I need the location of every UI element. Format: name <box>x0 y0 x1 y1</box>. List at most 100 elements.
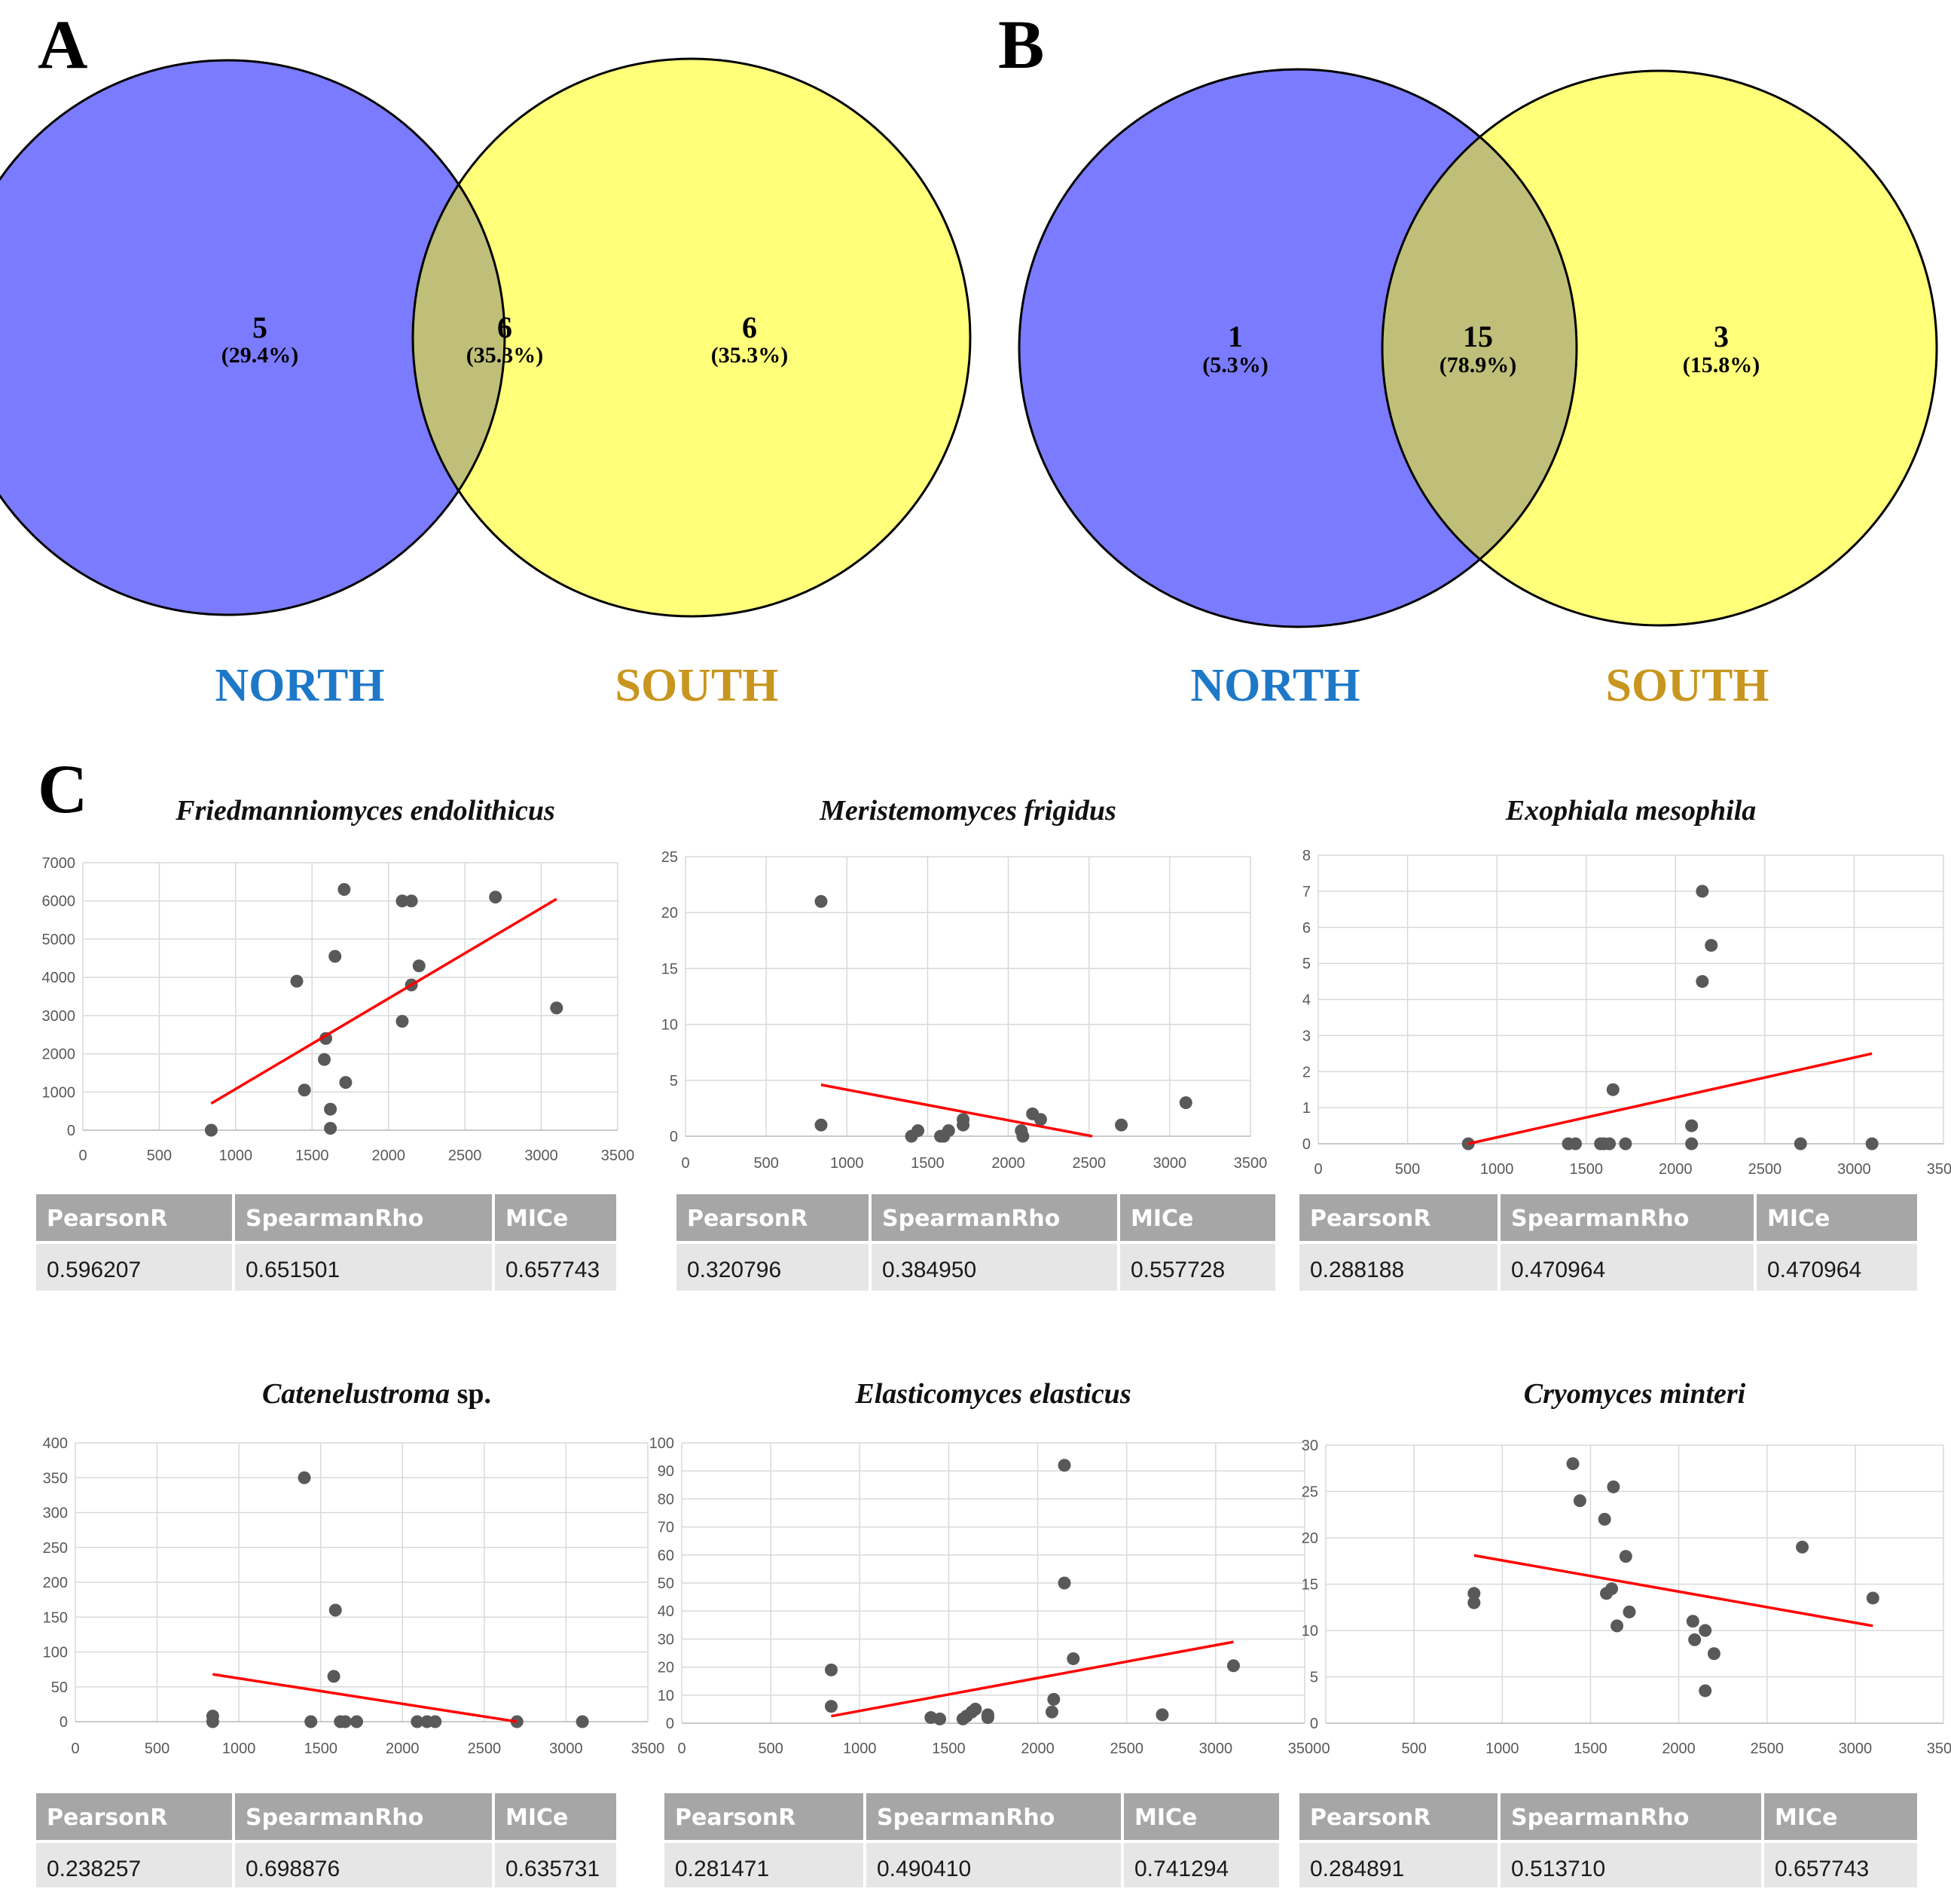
chart-title-text: Friedmanniomyces endolithicus <box>175 795 555 827</box>
data-point <box>1606 1083 1620 1096</box>
x-tick-label: 2500 <box>448 1148 482 1164</box>
chart-title: Friedmanniomyces endolithicus <box>175 795 555 827</box>
data-point <box>489 891 502 904</box>
panel-letter-c: C <box>38 750 87 827</box>
venn-b-south-pct: (15.8%) <box>1683 353 1760 377</box>
stats-value: 0.384950 <box>882 1258 976 1282</box>
y-tick-label: 100 <box>43 1645 68 1661</box>
x-tick-label: 3500 <box>1234 1155 1268 1172</box>
trendline <box>831 1640 1234 1718</box>
venn-b-south-count: 3 <box>1714 319 1729 353</box>
data-point <box>942 1124 955 1138</box>
y-tick-label: 5 <box>670 1073 678 1090</box>
x-tick-label: 2500 <box>468 1740 502 1757</box>
panel-letter-a: A <box>38 6 87 83</box>
y-tick-label: 5 <box>1310 1670 1318 1686</box>
stats-value-cell <box>1299 1843 1498 1887</box>
data-point <box>324 1102 337 1116</box>
data-point <box>814 894 828 908</box>
data-point <box>1605 1582 1619 1596</box>
trendline <box>212 1673 518 1723</box>
stats-header-cell <box>235 1793 492 1840</box>
chart-title: Elasticomyces elasticus <box>854 1378 1131 1410</box>
x-tick-label: 500 <box>1401 1740 1426 1757</box>
stats-header-label: MICe <box>505 1805 568 1831</box>
data-point <box>1156 1708 1169 1722</box>
stats-header-cell <box>872 1194 1117 1241</box>
y-tick-label: 4000 <box>42 970 76 986</box>
stats-table: PearsonR 0.288188 SpearmanRho 0.470964 MICe 0… <box>1299 1194 1917 1291</box>
stats-value: 0.320796 <box>687 1258 781 1282</box>
stats-header-label: SpearmanRho <box>882 1206 1060 1232</box>
data-point <box>206 1715 219 1728</box>
x-tick-label: 500 <box>1395 1161 1420 1178</box>
venn-b-shared-pct: (78.9%) <box>1440 353 1516 377</box>
stats-header-cell <box>866 1793 1121 1840</box>
y-tick-label: 200 <box>43 1575 68 1591</box>
stats-table: PearsonR 0.284891 SpearmanRho 0.513710 MICe 0… <box>1299 1793 1917 1887</box>
stats-value: 0.698876 <box>246 1857 340 1881</box>
y-tick-label: 15 <box>1302 1577 1318 1594</box>
stats-value: 0.284891 <box>1310 1857 1404 1881</box>
x-tick-label: 1500 <box>295 1148 329 1164</box>
x-tick-label: 1000 <box>1485 1740 1519 1757</box>
data-point <box>1568 1137 1582 1151</box>
stats-header-cell <box>1299 1793 1498 1840</box>
x-tick-label: 3000 <box>524 1148 558 1164</box>
y-tick-label: 15 <box>661 961 678 977</box>
x-tick-label: 3500 <box>1288 1740 1322 1757</box>
y-tick-label: 0 <box>67 1123 75 1139</box>
chart-1: Friedmanniomyces endolithicus 0 500 1000 150… <box>36 795 634 1291</box>
venn-a-north-pct: (29.4%) <box>221 343 298 368</box>
x-tick-label: 3000 <box>1199 1740 1233 1757</box>
venn-a-shared-pct: (35.3%) <box>466 343 543 368</box>
y-tick-label: 60 <box>658 1548 674 1564</box>
y-tick-label: 20 <box>661 905 678 921</box>
stats-header-cell <box>1501 1194 1754 1241</box>
data-point <box>911 1124 925 1138</box>
y-tick-label: 5 <box>1302 956 1311 973</box>
x-tick-label: 2000 <box>371 1148 405 1164</box>
stats-value: 0.741294 <box>1134 1857 1229 1881</box>
x-tick-label: 3500 <box>1927 1161 1951 1178</box>
x-tick-label: 500 <box>145 1740 169 1757</box>
data-point <box>1034 1113 1047 1126</box>
venn-b-shared-count: 15 <box>1463 319 1493 353</box>
data-point <box>339 1076 353 1090</box>
stats-value-cell <box>1124 1843 1279 1887</box>
stats-header-label: MICe <box>1131 1206 1193 1232</box>
data-point <box>1226 1659 1240 1673</box>
stats-header-label: MICe <box>1767 1206 1830 1232</box>
y-tick-label: 20 <box>1302 1530 1318 1547</box>
data-point <box>1619 1550 1632 1563</box>
chart-title-text: Elasticomyces elasticus <box>854 1378 1131 1410</box>
stats-table: PearsonR 0.238257 SpearmanRho 0.698876 MICe 0… <box>36 1793 616 1887</box>
data-point <box>350 1715 363 1728</box>
x-tick-label: 2000 <box>991 1155 1025 1172</box>
data-point <box>1686 1615 1699 1628</box>
data-point <box>411 1715 424 1728</box>
stats-header-label: PearsonR <box>675 1805 795 1831</box>
data-point <box>1796 1540 1809 1554</box>
data-point <box>1058 1459 1071 1472</box>
data-point <box>1467 1587 1481 1600</box>
stats-value-cell <box>495 1843 616 1887</box>
data-point <box>324 1121 337 1135</box>
data-point <box>1688 1633 1702 1646</box>
y-tick-label: 1 <box>1302 1100 1311 1117</box>
data-point <box>1573 1494 1586 1508</box>
x-tick-label: 0 <box>677 1740 685 1757</box>
trendline <box>1473 1554 1873 1627</box>
stats-header-label: SpearmanRho <box>246 1805 423 1831</box>
stats-value-cell <box>1501 1843 1761 1887</box>
stats-value-cell <box>36 1244 232 1291</box>
x-tick-label: 1500 <box>1574 1740 1608 1757</box>
chart-title: Exophiala mesophila <box>1505 795 1757 827</box>
x-tick-label: 3500 <box>631 1740 665 1757</box>
data-point <box>1685 1119 1699 1132</box>
venn-a: 5 (29.4%) 6 (35.3%) 6 (35.3%) NORTH SOUT… <box>0 57 972 711</box>
stats-header-cell <box>1501 1793 1761 1840</box>
stats-value-cell <box>872 1244 1117 1291</box>
data-point <box>1699 1684 1712 1698</box>
